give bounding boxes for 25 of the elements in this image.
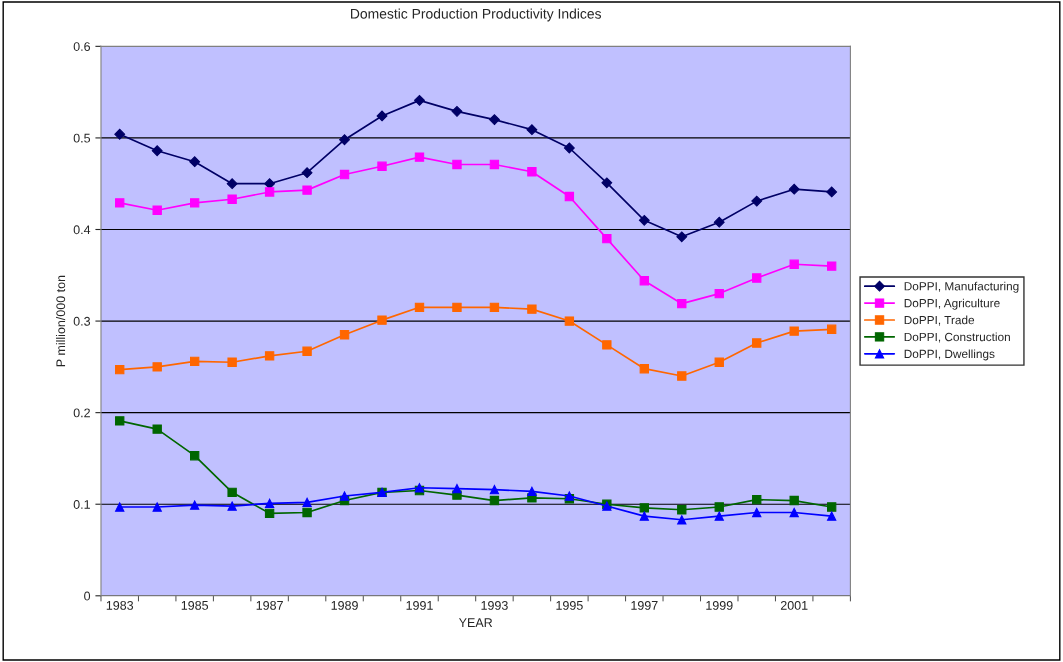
y-tick-label: 0.4	[73, 225, 91, 235]
legend-label: DoPPI, Manufacturing	[904, 281, 1019, 293]
x-tick-label: 1997	[631, 600, 658, 610]
x-tick-label: 1995	[556, 600, 583, 610]
y-axis-title: P million/000 ton	[55, 275, 66, 367]
x-tick-label: 1989	[331, 600, 358, 610]
y-tick-label: 0.6	[73, 42, 91, 51]
y-tick-label: 0.3	[73, 316, 91, 326]
x-tick-label: 1991	[406, 600, 433, 610]
legend-label: DoPPI, Construction	[904, 332, 1010, 343]
x-axis-title: YEAR	[458, 618, 493, 627]
legend-label: DoPPI, Agriculture	[904, 298, 1000, 310]
legend-label: DoPPI, Trade	[904, 315, 975, 326]
legend-label: DoPPI, Dwellings	[904, 349, 995, 361]
x-tick-label: 1985	[181, 600, 209, 610]
y-tick-label: 0.5	[73, 133, 91, 143]
y-tick-label: 0	[84, 591, 91, 601]
chart-title: Domestic Production Productivity Indices	[351, 8, 602, 22]
x-tick-label: 1987	[256, 600, 283, 610]
x-tick-label: 1999	[706, 600, 733, 610]
y-tick-label: 0.2	[73, 408, 90, 418]
x-tick-label: 2001	[780, 600, 808, 610]
x-tick-label: 1993	[481, 600, 508, 610]
x-tick-label: 1983	[106, 600, 134, 610]
y-tick-label: 0.1	[73, 500, 90, 509]
